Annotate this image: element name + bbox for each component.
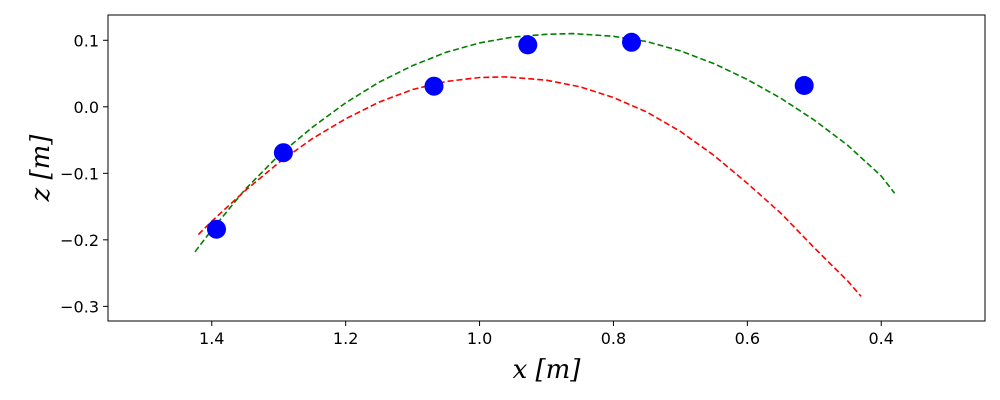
y-tick-label: −0.2 bbox=[60, 231, 99, 250]
data-points bbox=[207, 32, 814, 239]
fit-curve-1 bbox=[194, 32, 896, 253]
y-tick-label: 0.1 bbox=[74, 31, 99, 50]
y-axis-ticks: 0.1 0.0 −0.1 −0.2 −0.3 bbox=[60, 31, 108, 316]
y-tick-label: 0.0 bbox=[74, 98, 99, 117]
x-tick-label: 0.6 bbox=[735, 329, 760, 348]
plot-frame bbox=[107, 14, 986, 322]
x-tick-label: 0.4 bbox=[869, 329, 894, 348]
data-point bbox=[518, 35, 538, 55]
y-tick-label: −0.1 bbox=[60, 164, 99, 183]
data-point bbox=[273, 143, 293, 163]
y-axis-title: z [m] bbox=[26, 134, 56, 203]
fit-curve-2 bbox=[197, 76, 862, 297]
x-tick-label: 1.2 bbox=[333, 329, 358, 348]
x-tick-label: 1.4 bbox=[199, 329, 224, 348]
x-axis-ticks: 1.4 1.2 1.0 0.8 0.6 0.4 bbox=[199, 321, 894, 348]
data-point bbox=[207, 219, 226, 239]
data-point bbox=[794, 76, 814, 95]
x-tick-label: 1.0 bbox=[467, 329, 492, 348]
data-point bbox=[424, 76, 444, 96]
data-point bbox=[622, 32, 641, 52]
fit-curves bbox=[194, 32, 896, 297]
x-axis-title: x [m] bbox=[513, 355, 582, 385]
x-tick-label: 0.8 bbox=[601, 329, 626, 348]
y-tick-label: −0.3 bbox=[60, 297, 99, 316]
